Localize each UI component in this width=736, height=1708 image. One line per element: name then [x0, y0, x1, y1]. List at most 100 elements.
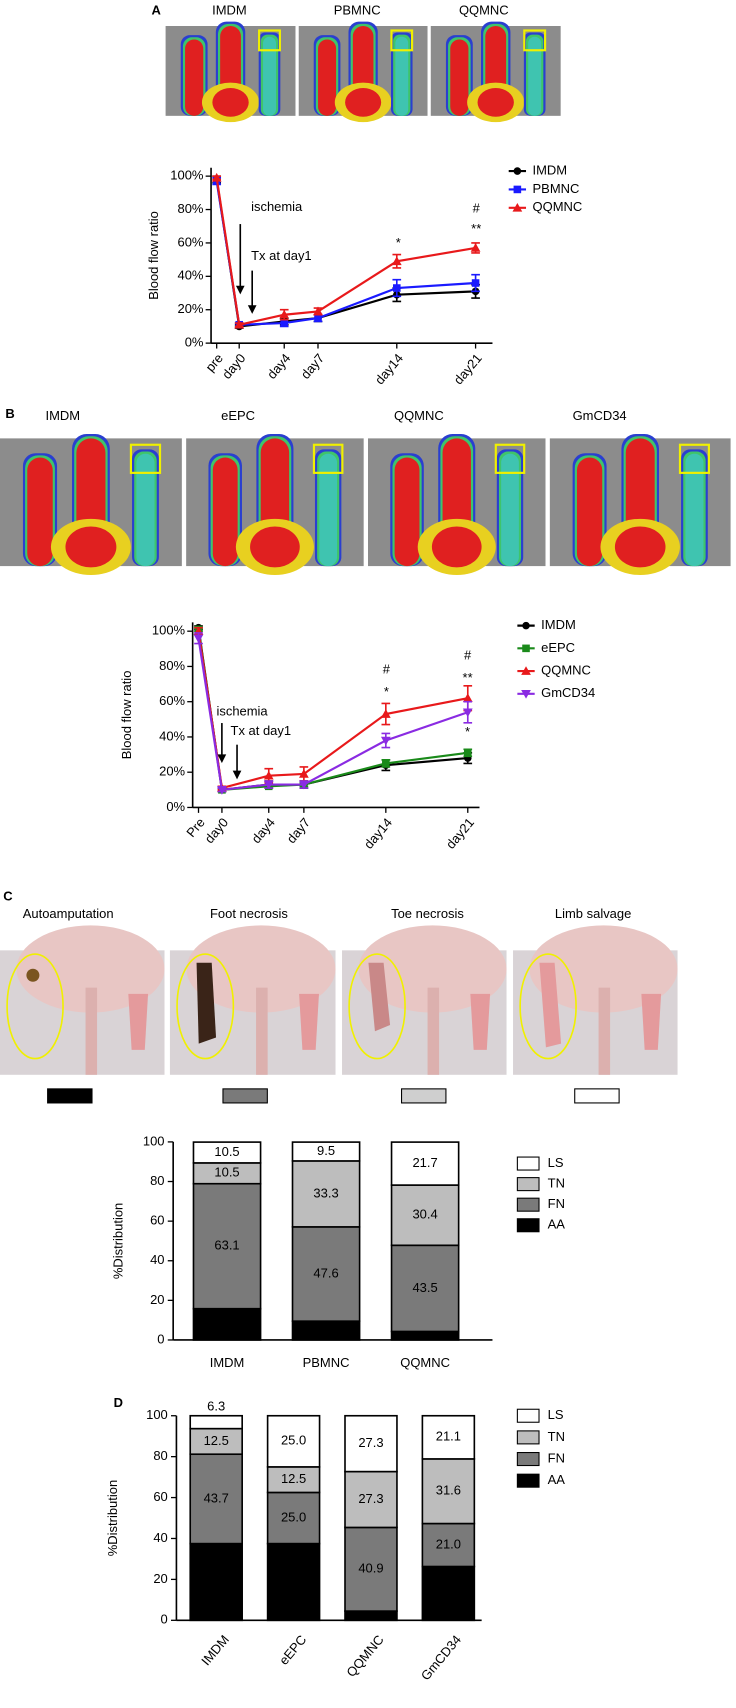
y-axis-label: Blood flow ratio [146, 211, 161, 300]
marker [462, 693, 473, 702]
legend-label: IMDM [533, 162, 568, 177]
y-tick-label: 80% [159, 658, 185, 673]
legend-swatch [516, 1177, 540, 1192]
image-label: GmCD34 [573, 408, 627, 423]
category-swatch [401, 1088, 447, 1104]
data-label: 12.5 [204, 1433, 229, 1448]
data-label: 47.6 [313, 1265, 338, 1280]
mouse-body [529, 925, 678, 1013]
image-label: Limb salvage [555, 906, 631, 921]
legend-swatch [516, 1218, 540, 1233]
image-label: QQMNC [394, 408, 444, 423]
roi-box [678, 443, 710, 474]
legend-label: LS [548, 1155, 564, 1170]
marker [234, 319, 245, 329]
data-label: 25.0 [281, 1509, 306, 1524]
legend-label: AA [548, 1472, 566, 1487]
legend-marker [522, 621, 530, 630]
data-label: 10.5 [214, 1144, 239, 1159]
data-label: 6.3 [207, 1399, 225, 1414]
limb [185, 39, 204, 116]
arrow-head [247, 305, 257, 314]
legend-label: TN [548, 1176, 565, 1191]
y-tick-label: 20% [159, 764, 185, 779]
limb [576, 457, 603, 567]
x-tick-label: day21 [451, 351, 485, 388]
bar-segment [291, 1226, 361, 1322]
image-label: IMDM [212, 2, 247, 17]
stump [26, 968, 40, 982]
highlight-ellipse [6, 953, 64, 1060]
data-label: 21.1 [436, 1429, 461, 1444]
y-tick-label: 100% [152, 623, 186, 638]
y-tick-label: 60 [153, 1489, 167, 1504]
marker [211, 172, 222, 182]
body-core [250, 526, 300, 568]
bar-segment [390, 1184, 460, 1247]
limb [395, 36, 409, 116]
y-tick-label: 60% [178, 234, 204, 249]
body-core [477, 87, 514, 117]
annotation: # [383, 661, 391, 676]
marker [462, 708, 473, 718]
legend-label: LS [548, 1407, 564, 1422]
limb [501, 453, 519, 567]
x-tick-label: day4 [264, 351, 294, 382]
data-label: 31.6 [436, 1483, 461, 1498]
legend-label: FN [548, 1450, 565, 1465]
limb [212, 457, 238, 567]
mouse-body [16, 925, 165, 1013]
highlight-ellipse [176, 953, 235, 1060]
y-tick-label: 20 [150, 1292, 164, 1307]
x-tick-label: day7 [298, 351, 328, 382]
bar-segment [266, 1491, 321, 1545]
panel-label: A [152, 2, 162, 17]
marker [463, 749, 472, 757]
bar-segment [192, 1182, 262, 1310]
annotation: * [465, 724, 470, 739]
body-core [212, 87, 249, 117]
annotation: ** [471, 221, 481, 236]
body-core [345, 87, 382, 117]
limb [27, 457, 53, 567]
x-tick-label: day14 [361, 815, 395, 852]
annotation: ischemia [216, 704, 268, 719]
marker [217, 786, 227, 795]
legend-marker [522, 644, 530, 653]
legend-swatch [516, 1452, 540, 1467]
limb [685, 453, 704, 567]
marker [314, 314, 322, 322]
bar-segment [344, 1470, 398, 1529]
marker [299, 780, 309, 790]
body-core [65, 526, 117, 568]
y-tick-label: 0 [161, 1612, 168, 1627]
y-tick-label: 100 [146, 1407, 168, 1422]
category-swatch [47, 1088, 93, 1104]
bar-segment [291, 1141, 361, 1162]
right-foot [128, 993, 149, 1050]
body-core [431, 526, 482, 568]
x-tick-label: PBMNC [303, 1355, 350, 1370]
annotation: Tx at day1 [251, 248, 312, 263]
right-foot [470, 993, 491, 1050]
bar-segment [189, 1542, 243, 1622]
bar-segment [266, 1414, 321, 1468]
data-label: 37.5 [204, 1573, 229, 1588]
image-label: eEPC [221, 408, 255, 423]
y-tick-label: 20% [178, 301, 204, 316]
roi-box [258, 29, 281, 52]
marker [470, 243, 481, 252]
y-axis-label: %Distribution [110, 1203, 125, 1279]
data-label: 9.5 [317, 1322, 335, 1337]
roi-box [523, 29, 547, 52]
y-tick-label: 100% [170, 168, 204, 183]
mouse-body [186, 925, 336, 1013]
bar-segment [421, 1414, 476, 1460]
x-tick-label: IMDM [198, 1632, 232, 1668]
y-tick-label: 80 [150, 1173, 164, 1188]
data-label: 37.5 [281, 1573, 306, 1588]
x-tick-label: GmCD34 [418, 1632, 464, 1683]
marker [313, 306, 323, 316]
